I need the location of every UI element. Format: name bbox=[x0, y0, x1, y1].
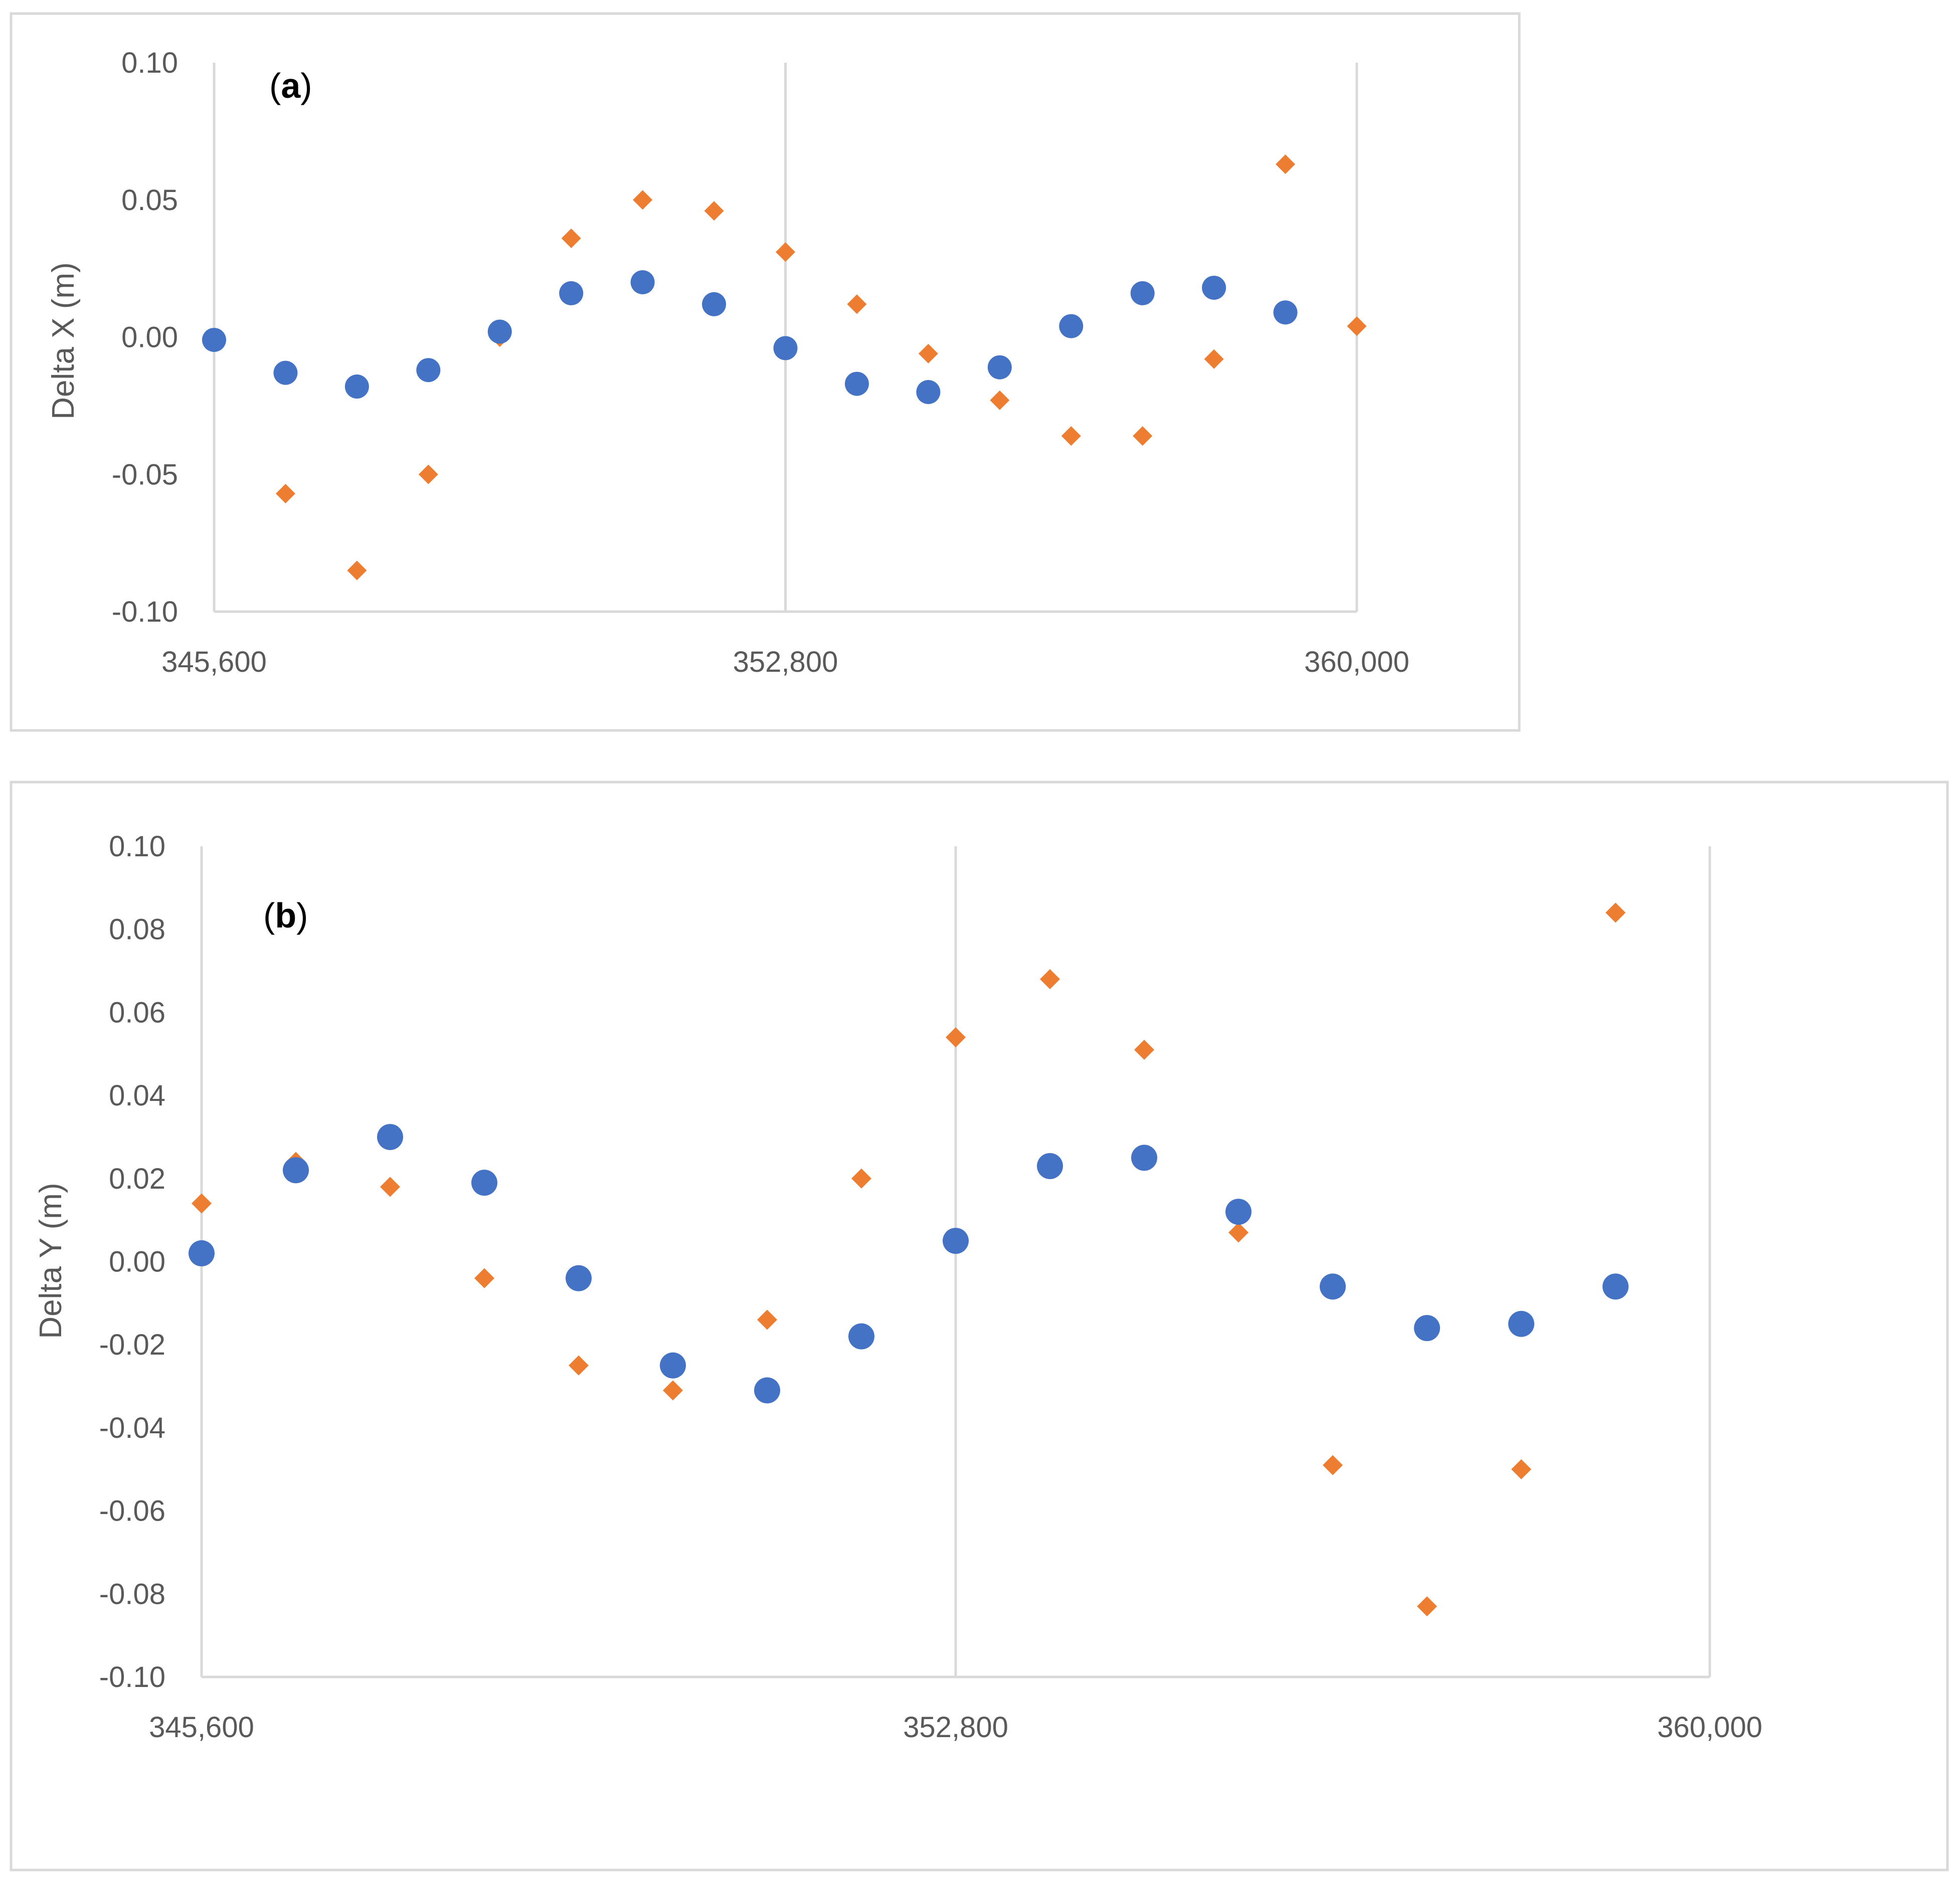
chart-a-x-tick-label: 360,000 bbox=[1304, 646, 1409, 678]
chart-a-point-diamond bbox=[1204, 349, 1224, 369]
chart-a-points bbox=[202, 154, 1367, 581]
chart-b-x-tick-label: 352,800 bbox=[903, 1711, 1008, 1744]
chart-b-point-circle bbox=[1414, 1315, 1440, 1342]
chart-a-y-tick-label: -0.05 bbox=[112, 458, 178, 491]
chart-b-point-diamond bbox=[757, 1309, 777, 1330]
chart-a-y-axis-title: Delta X (m) bbox=[46, 262, 81, 419]
chart-a-x-tick-label: 352,800 bbox=[733, 646, 838, 678]
chart-b-point-diamond bbox=[1134, 1039, 1154, 1060]
chart-b-y-tick-label: 0.08 bbox=[109, 913, 165, 946]
chart-b-points bbox=[189, 902, 1629, 1617]
chart-b-point-diamond bbox=[663, 1380, 683, 1401]
chart-a-x-tick-label: 345,600 bbox=[161, 646, 267, 678]
chart-b-point-circle bbox=[848, 1323, 874, 1350]
chart-b-point-circle bbox=[1225, 1199, 1252, 1225]
chart-a-y-tick-label: 0.00 bbox=[121, 321, 178, 354]
chart-a-point-circle bbox=[559, 281, 584, 305]
chart-a-point-circle bbox=[344, 374, 369, 399]
chart-a-panel-label: (a) bbox=[269, 66, 312, 105]
chart-a-point-circle bbox=[1059, 314, 1084, 338]
chart-b-point-circle bbox=[660, 1352, 686, 1379]
chart-panel-b: (b) Delta Y (m) 345,600 352,800 360,000 0.1… bbox=[10, 781, 1949, 1871]
chart-a-point-diamond bbox=[918, 343, 938, 363]
chart-b-point-circle bbox=[283, 1157, 309, 1184]
chart-b-point-diamond bbox=[1511, 1459, 1531, 1479]
chart-b-point-diamond bbox=[1417, 1596, 1437, 1617]
chart-b-point-diamond bbox=[1040, 969, 1060, 990]
chart-a-point-circle bbox=[773, 336, 798, 360]
chart-b-point-diamond bbox=[851, 1168, 871, 1189]
chart-b-y-tick-label: 0.00 bbox=[109, 1246, 165, 1278]
chart-b-panel-label: (b) bbox=[263, 896, 308, 935]
chart-a-point-circle bbox=[1130, 281, 1155, 305]
chart-a-point-circle bbox=[630, 270, 655, 294]
chart-a-point-diamond bbox=[1347, 316, 1367, 336]
chart-a-tick-labels: 345,600 352,800 360,000 0.10 0.05 0.00 -0.05 -0… bbox=[112, 47, 1409, 678]
chart-a-point-diamond bbox=[1276, 154, 1296, 174]
chart-b-point-diamond bbox=[380, 1177, 400, 1197]
chart-a-point-diamond bbox=[990, 390, 1010, 410]
chart-a-frame bbox=[10, 12, 1521, 732]
chart-b-point-circle bbox=[471, 1170, 497, 1196]
chart-a-point-circle bbox=[844, 371, 869, 396]
chart-b-tick-labels: 345,600 352,800 360,000 0.10 0.08 0.06 0.04 0.0… bbox=[99, 830, 1762, 1744]
chart-b-y-tick-label: -0.04 bbox=[99, 1412, 165, 1444]
chart-a-point-circle bbox=[987, 355, 1012, 380]
chart-b-y-tick-label: -0.06 bbox=[99, 1495, 165, 1528]
chart-b-x-tick-label: 345,600 bbox=[149, 1711, 254, 1744]
chart-a-y-tick-label: 0.10 bbox=[121, 47, 178, 79]
chart-a-point-diamond bbox=[1061, 426, 1081, 446]
chart-b-point-diamond bbox=[1228, 1222, 1249, 1243]
chart-b-y-tick-label: 0.10 bbox=[109, 830, 165, 863]
chart-a-point-diamond bbox=[1133, 426, 1153, 446]
chart-b-point-circle bbox=[189, 1240, 215, 1266]
chart-a-point-circle bbox=[1202, 275, 1226, 300]
chart-b-y-tick-label: 0.06 bbox=[109, 996, 165, 1029]
chart-b-point-circle bbox=[943, 1228, 969, 1254]
chart-a-point-circle bbox=[916, 380, 941, 404]
chart-b-point-circle bbox=[1037, 1153, 1063, 1179]
chart-b-point-circle bbox=[754, 1377, 780, 1404]
chart-a-point-circle bbox=[1273, 300, 1298, 325]
chart-a-point-diamond bbox=[847, 294, 867, 314]
chart-b-point-diamond bbox=[1323, 1455, 1343, 1475]
chart-b-point-circle bbox=[377, 1123, 403, 1150]
chart-b-point-diamond bbox=[1606, 902, 1626, 923]
chart-a-y-tick-label: -0.10 bbox=[112, 596, 178, 628]
chart-b-point-circle bbox=[1320, 1273, 1346, 1300]
chart-a-point-diamond bbox=[704, 201, 724, 221]
chart-a-point-diamond bbox=[633, 190, 653, 210]
chart-b-y-axis-title: Delta Y (m) bbox=[34, 1183, 68, 1339]
chart-a-point-diamond bbox=[347, 560, 367, 581]
chart-a-y-tick-label: 0.05 bbox=[121, 184, 178, 217]
chart-b-y-tick-label: 0.04 bbox=[109, 1079, 165, 1112]
chart-a-point-diamond bbox=[776, 242, 795, 262]
chart-a-point-circle bbox=[487, 319, 512, 344]
chart-b-point-diamond bbox=[569, 1355, 589, 1376]
chart-b-y-tick-label: -0.08 bbox=[99, 1578, 165, 1610]
chart-panel-a: (a) Delta X (m) 345,600 352,800 360,000 0.1… bbox=[10, 12, 1521, 732]
chart-a-point-diamond bbox=[275, 484, 295, 504]
chart-a-point-circle bbox=[702, 292, 727, 316]
chart-a-point-circle bbox=[416, 358, 441, 383]
chart-b-point-circle bbox=[566, 1265, 592, 1291]
chart-b-point-circle bbox=[1508, 1310, 1534, 1337]
chart-b-point-diamond bbox=[192, 1193, 212, 1214]
chart-a-point-diamond bbox=[561, 228, 581, 248]
chart-b-point-circle bbox=[1602, 1273, 1629, 1300]
chart-b-point-circle bbox=[1131, 1145, 1157, 1171]
chart-b-frame bbox=[10, 781, 1949, 1871]
chart-a-point-circle bbox=[273, 360, 298, 385]
chart-b-x-tick-label: 360,000 bbox=[1657, 1711, 1762, 1744]
chart-b-y-tick-label: 0.02 bbox=[109, 1163, 165, 1195]
chart-b-point-diamond bbox=[474, 1268, 494, 1288]
chart-b-y-tick-label: -0.02 bbox=[99, 1329, 165, 1361]
chart-a-point-circle bbox=[202, 327, 226, 352]
chart-a-point-diamond bbox=[418, 464, 438, 484]
chart-b-point-diamond bbox=[946, 1027, 966, 1048]
chart-b-y-tick-label: -0.10 bbox=[99, 1661, 165, 1694]
